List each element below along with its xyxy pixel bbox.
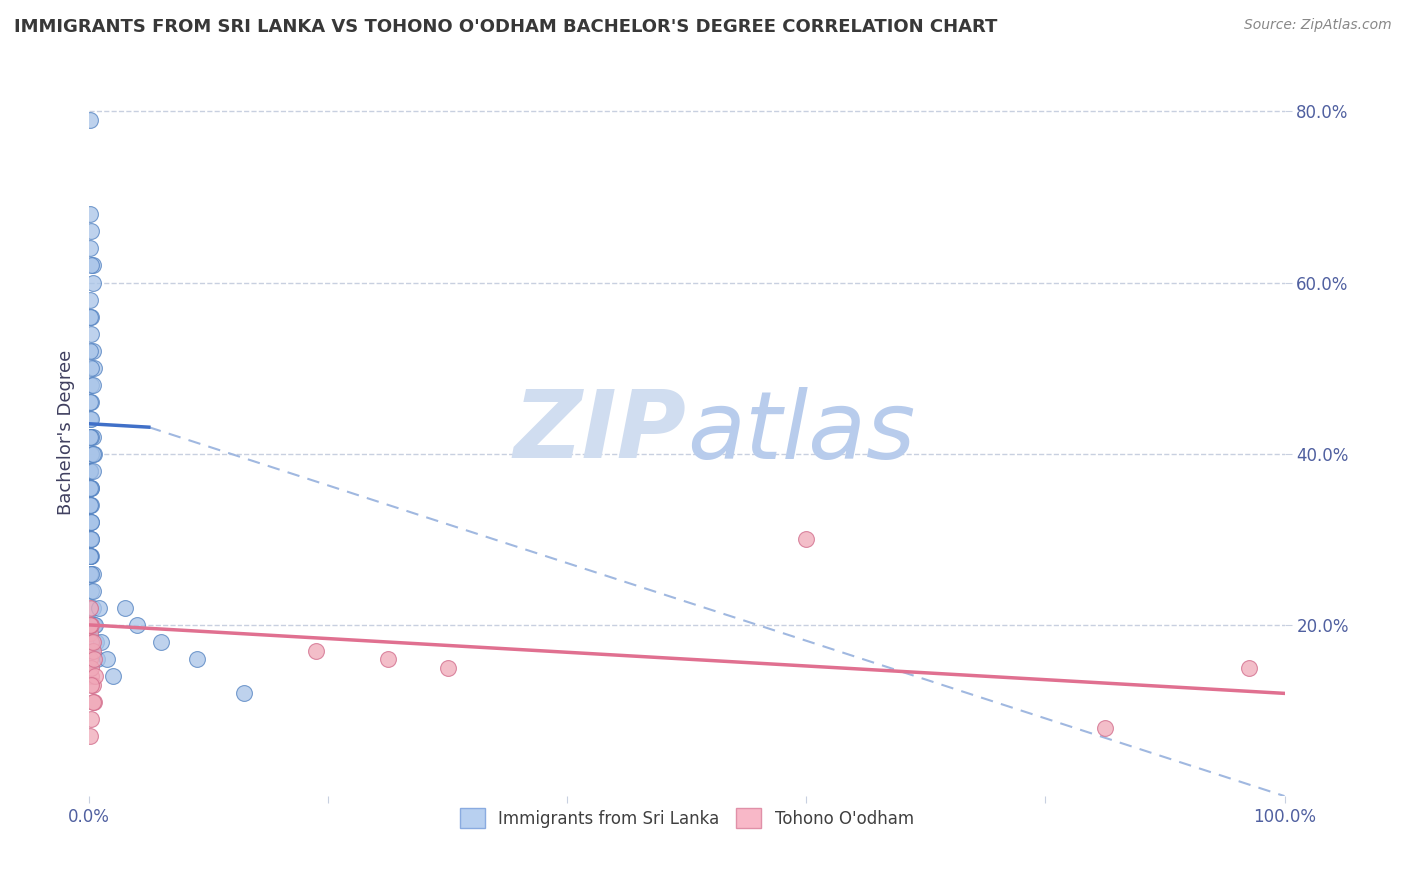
Point bbox=[80, 635, 103, 649]
Point bbox=[80, 678, 103, 692]
Point bbox=[82, 566, 104, 581]
Point bbox=[80, 395, 103, 409]
Point bbox=[80, 378, 103, 392]
Point bbox=[79, 498, 101, 512]
Point bbox=[83, 652, 105, 666]
Point bbox=[84, 635, 107, 649]
Point bbox=[80, 310, 103, 324]
Point bbox=[79, 600, 101, 615]
Point bbox=[79, 207, 101, 221]
Point bbox=[80, 481, 103, 495]
Point bbox=[82, 635, 104, 649]
Point bbox=[84, 669, 107, 683]
Point bbox=[79, 429, 101, 443]
Point bbox=[80, 515, 103, 529]
Point bbox=[86, 652, 108, 666]
Point bbox=[186, 652, 208, 666]
Point bbox=[96, 652, 118, 666]
Point bbox=[80, 618, 103, 632]
Point bbox=[79, 464, 101, 478]
Point bbox=[83, 695, 105, 709]
Point bbox=[79, 533, 101, 547]
Point bbox=[79, 310, 101, 324]
Point bbox=[80, 515, 103, 529]
Point bbox=[79, 112, 101, 127]
Point bbox=[79, 343, 101, 358]
Point bbox=[80, 583, 103, 598]
Point bbox=[83, 447, 105, 461]
Point bbox=[79, 549, 101, 564]
Text: Source: ZipAtlas.com: Source: ZipAtlas.com bbox=[1244, 18, 1392, 32]
Point bbox=[79, 395, 101, 409]
Point bbox=[82, 464, 104, 478]
Point bbox=[79, 618, 101, 632]
Point bbox=[114, 600, 136, 615]
Point bbox=[79, 549, 101, 564]
Point bbox=[79, 515, 101, 529]
Point bbox=[80, 566, 103, 581]
Point bbox=[80, 712, 103, 726]
Point bbox=[79, 293, 101, 307]
Point bbox=[82, 695, 104, 709]
Point bbox=[101, 669, 124, 683]
Point bbox=[1094, 721, 1116, 735]
Point bbox=[82, 678, 104, 692]
Point bbox=[436, 661, 458, 675]
Point bbox=[83, 618, 105, 632]
Point bbox=[82, 429, 104, 443]
Legend: Immigrants from Sri Lanka, Tohono O'odham: Immigrants from Sri Lanka, Tohono O'odha… bbox=[453, 801, 921, 835]
Point bbox=[83, 361, 105, 376]
Point bbox=[1237, 661, 1260, 675]
Text: atlas: atlas bbox=[686, 387, 915, 478]
Point bbox=[82, 276, 104, 290]
Point bbox=[80, 259, 103, 273]
Text: IMMIGRANTS FROM SRI LANKA VS TOHONO O'ODHAM BACHELOR'S DEGREE CORRELATION CHART: IMMIGRANTS FROM SRI LANKA VS TOHONO O'OD… bbox=[14, 18, 997, 36]
Point bbox=[87, 600, 110, 615]
Point bbox=[80, 412, 103, 426]
Point bbox=[794, 533, 817, 547]
Point bbox=[82, 600, 104, 615]
Point bbox=[82, 343, 104, 358]
Point bbox=[80, 533, 103, 547]
Point bbox=[80, 549, 103, 564]
Point bbox=[79, 481, 101, 495]
Point bbox=[80, 661, 103, 675]
Point bbox=[80, 498, 103, 512]
Point bbox=[82, 378, 104, 392]
Point bbox=[84, 618, 107, 632]
Point bbox=[79, 515, 101, 529]
Point bbox=[80, 224, 103, 238]
Y-axis label: Bachelor's Degree: Bachelor's Degree bbox=[58, 350, 75, 515]
Point bbox=[80, 533, 103, 547]
Point bbox=[79, 626, 101, 640]
Point bbox=[79, 412, 101, 426]
Point bbox=[125, 618, 148, 632]
Text: ZIP: ZIP bbox=[515, 386, 686, 478]
Point bbox=[233, 686, 256, 700]
Point bbox=[79, 464, 101, 478]
Point bbox=[377, 652, 399, 666]
Point bbox=[305, 643, 328, 657]
Point bbox=[80, 669, 103, 683]
Point bbox=[79, 498, 101, 512]
Point bbox=[82, 643, 104, 657]
Point bbox=[79, 464, 101, 478]
Point bbox=[80, 361, 103, 376]
Point bbox=[79, 652, 101, 666]
Point bbox=[80, 447, 103, 461]
Point bbox=[79, 729, 101, 743]
Point bbox=[79, 241, 101, 255]
Point bbox=[82, 447, 104, 461]
Point bbox=[149, 635, 172, 649]
Point bbox=[79, 566, 101, 581]
Point bbox=[79, 549, 101, 564]
Point bbox=[80, 481, 103, 495]
Point bbox=[82, 583, 104, 598]
Point bbox=[82, 259, 104, 273]
Point bbox=[90, 635, 112, 649]
Point bbox=[80, 326, 103, 341]
Point bbox=[80, 429, 103, 443]
